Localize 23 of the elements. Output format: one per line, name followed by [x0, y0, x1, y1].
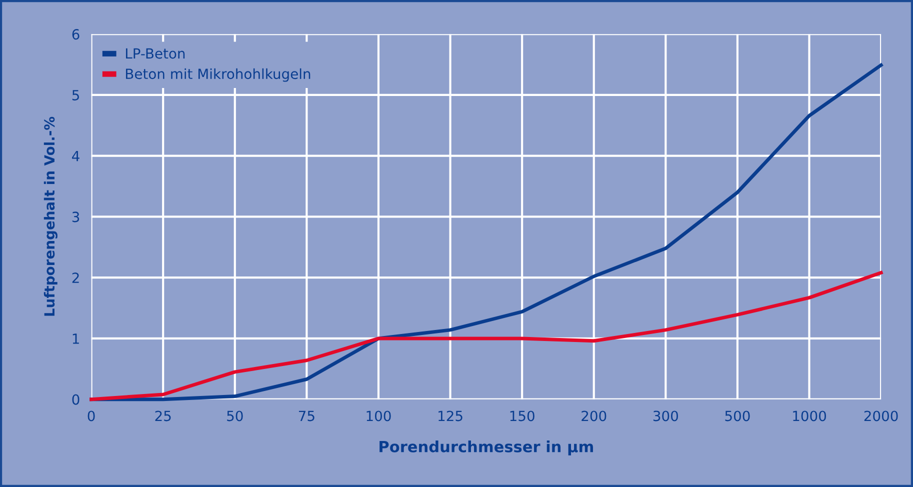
x-tick-label: 125 — [438, 410, 462, 422]
x-axis-title: Porendurchmesser in µm — [380, 440, 593, 456]
x-tick-label: 500 — [725, 410, 750, 422]
y-tick-label: 0 — [72, 394, 80, 405]
x-tick-label: 150 — [510, 410, 534, 422]
x-tick-label: 1000 — [793, 410, 826, 422]
x-tick-label: 75 — [298, 410, 314, 422]
x-tick-label: 25 — [155, 410, 171, 422]
legend-label: Beton mit Mikrohohlkugeln — [126, 68, 310, 82]
x-tick-label: 300 — [653, 410, 678, 422]
x-tick-label: 200 — [582, 410, 606, 422]
y-tick-label: 2 — [72, 272, 79, 283]
y-tick-label: 5 — [72, 90, 79, 100]
x-tick-label: 2000 — [864, 410, 898, 422]
legend-label: LP-Beton — [126, 48, 185, 59]
x-tick-label: 100 — [366, 410, 391, 422]
y-tick-label: 1 — [72, 334, 79, 344]
y-tick-label: 6 — [72, 29, 80, 40]
x-tick-label: 50 — [227, 410, 243, 422]
y-tick-label: 4 — [72, 150, 80, 162]
y-tick-label: 3 — [72, 212, 80, 222]
x-tick-label: 0 — [88, 410, 95, 422]
y-axis-title: Luftporengehalt in Vol.-% — [44, 116, 58, 316]
